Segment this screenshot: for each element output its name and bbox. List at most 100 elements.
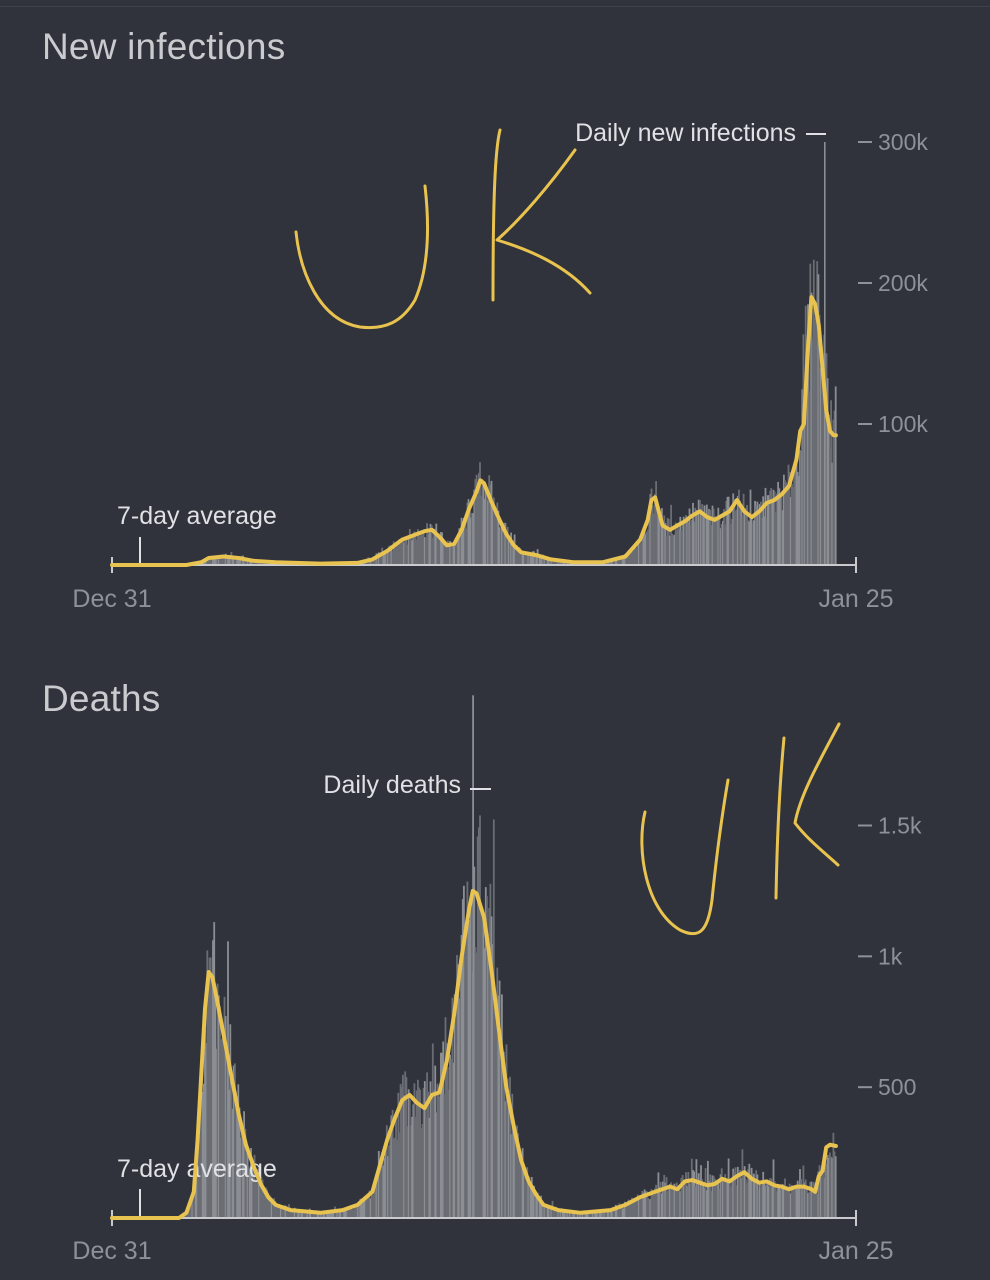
daily-bar	[291, 1209, 294, 1218]
daily-bar	[541, 1204, 544, 1218]
daily-bar	[509, 542, 511, 565]
daily-bar	[694, 507, 697, 565]
daily-bar	[265, 1187, 267, 1218]
daily-bar	[243, 558, 245, 565]
daily-bar	[711, 505, 714, 565]
daily-bar	[430, 525, 433, 565]
daily-bar	[825, 1164, 828, 1218]
daily-bar	[212, 558, 214, 565]
daily-bar	[498, 527, 501, 565]
daily-bar	[687, 522, 690, 565]
daily-bar	[206, 559, 209, 565]
daily-bar	[549, 1205, 552, 1218]
daily-bar	[434, 1065, 437, 1218]
daily-bar	[613, 558, 616, 565]
daily-bar	[506, 1078, 509, 1218]
daily-bar	[209, 957, 212, 1218]
daily-bar	[810, 292, 813, 565]
daily-bar	[762, 1171, 765, 1218]
daily-bar	[304, 1211, 306, 1218]
daily-bar	[661, 508, 663, 565]
daily-bar	[797, 1185, 800, 1218]
daily-bar	[307, 1211, 310, 1218]
daily-bar	[739, 500, 741, 565]
daily-bar	[677, 523, 679, 565]
daily-bar	[320, 1212, 323, 1218]
daily-bar	[811, 1187, 814, 1218]
daily-bar	[530, 556, 533, 565]
daily-bar	[484, 490, 487, 565]
daily-bar	[456, 955, 458, 1218]
daily-bar	[808, 390, 811, 565]
daily-bar	[542, 1202, 545, 1218]
daily-bar	[745, 1179, 747, 1218]
daily-bar	[373, 558, 376, 565]
daily-bar	[539, 1200, 541, 1218]
daily-bar	[219, 556, 221, 565]
daily-bar	[463, 885, 465, 1218]
daily-bar	[763, 516, 766, 565]
daily-bar	[640, 542, 643, 565]
daily-bar	[656, 1189, 659, 1218]
daily-bar	[539, 555, 541, 565]
daily-bar	[613, 1207, 616, 1218]
daily-bar	[321, 1211, 324, 1218]
daily-bar	[185, 1212, 188, 1218]
daily-bar	[571, 1211, 573, 1218]
daily-bar	[685, 1172, 687, 1218]
daily-bar	[823, 1178, 826, 1218]
daily-bar	[562, 561, 564, 565]
daily-bar	[605, 1208, 608, 1218]
daily-bar	[641, 1190, 644, 1218]
daily-bar	[480, 496, 483, 565]
handwritten-uk-annotation-2	[640, 722, 841, 936]
daily-bar	[300, 1211, 303, 1218]
daily-bar	[474, 947, 477, 1218]
daily-bar	[384, 553, 387, 565]
daily-bar	[750, 1167, 753, 1218]
daily-bar	[704, 1168, 707, 1218]
daily-bar	[627, 1199, 630, 1218]
daily-bar	[808, 1192, 811, 1218]
daily-bar	[594, 1210, 596, 1218]
daily-bar	[621, 555, 624, 565]
daily-infections-label: Daily new infections	[575, 119, 796, 147]
daily-bar	[819, 1176, 822, 1218]
daily-bar	[609, 1209, 611, 1218]
daily-bar	[417, 1079, 419, 1218]
daily-bar	[802, 1165, 805, 1218]
daily-bar	[705, 504, 708, 565]
daily-bar	[369, 1198, 372, 1218]
daily-bar	[389, 1129, 392, 1218]
daily-bar	[197, 1125, 199, 1218]
daily-bar-outlier	[824, 142, 826, 565]
daily-bar	[543, 557, 546, 565]
daily-bar	[749, 1178, 752, 1218]
daily-bar	[501, 522, 503, 565]
daily-bar	[689, 1183, 692, 1218]
daily-bar	[444, 1017, 447, 1218]
daily-bar	[311, 1211, 313, 1218]
daily-bar	[833, 1151, 836, 1218]
daily-bar	[385, 1125, 388, 1218]
daily-bar	[305, 1209, 308, 1218]
daily-bar	[469, 904, 472, 1218]
daily-bar	[513, 534, 516, 565]
daily-bar	[688, 508, 691, 565]
daily-bar	[641, 538, 644, 565]
daily-bar	[281, 1207, 283, 1218]
daily-bar	[351, 1209, 354, 1218]
daily-bar	[242, 1125, 244, 1218]
daily-bar	[816, 261, 819, 565]
daily-bar	[496, 502, 499, 565]
daily-bar	[533, 1185, 535, 1218]
daily-bar	[705, 1190, 708, 1218]
daily-bar	[327, 1212, 329, 1218]
daily-bar	[516, 1125, 518, 1218]
daily-bar	[789, 1193, 792, 1218]
daily-bar	[687, 1172, 690, 1218]
daily-bar	[478, 827, 480, 1218]
daily-bar	[246, 560, 249, 565]
daily-bar	[647, 1197, 649, 1218]
daily-bar	[770, 1178, 773, 1218]
